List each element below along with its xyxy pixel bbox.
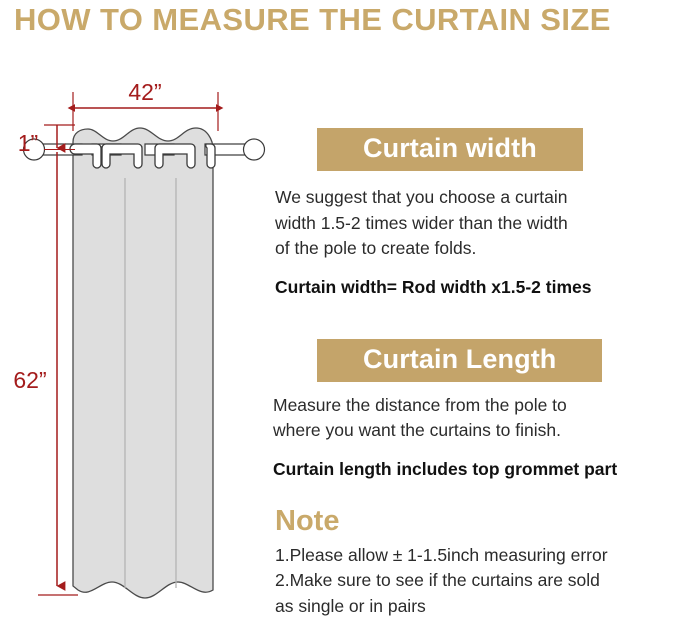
curtain-length-note-wrap: Curtain length includes top grommet part bbox=[272, 457, 679, 481]
curtain-length-body: Measure the distance from the pole to wh… bbox=[272, 393, 679, 444]
dimension-label-length: 62” bbox=[13, 367, 46, 393]
curtain-length-body-line-1: Measure the distance from the pole to bbox=[273, 394, 567, 415]
curtain-width-badge: Curtain width bbox=[317, 128, 583, 171]
note-heading: Note bbox=[275, 504, 340, 537]
curtain-width-body-line-3: of the pole to create folds. bbox=[275, 238, 477, 258]
curtain-measurement-diagram: 42” 1” 62” bbox=[0, 0, 300, 626]
dimension-label-offset: 1” bbox=[18, 130, 38, 156]
dimension-length-62: 62” bbox=[13, 152, 78, 596]
note-body: 1.Please allow ± 1-1.5inch measuring err… bbox=[272, 543, 679, 620]
curtain-length-note: Curtain length includes top grommet part bbox=[273, 458, 618, 479]
curtain-width-body-line-1: We suggest that you choose a curtain bbox=[275, 187, 568, 207]
curtain-length-body-line-2: where you want the curtains to finish. bbox=[273, 420, 561, 440]
dimension-offset-1: 1” bbox=[18, 124, 75, 156]
curtain-width-formula-wrap: Curtain width= Rod width x1.5-2 times bbox=[272, 275, 679, 299]
curtain-width-body: We suggest that you choose a curtain wid… bbox=[272, 185, 679, 262]
curtain-grommets bbox=[69, 143, 216, 169]
curtain-width-formula: Curtain width= Rod width x1.5-2 times bbox=[275, 276, 592, 297]
content-column: Curtain width We suggest that you choose… bbox=[272, 128, 679, 619]
rod-finial-right bbox=[242, 138, 266, 161]
note-line-2: 2.Make sure to see if the curtains are s… bbox=[275, 570, 600, 590]
curtain-width-badge-wrap: Curtain width bbox=[272, 128, 679, 171]
note-line-3: as single or in pairs bbox=[275, 595, 426, 616]
curtain-length-badge-wrap: Curtain Length bbox=[272, 338, 679, 382]
curtain-panel bbox=[72, 127, 214, 599]
dimension-width-42: 42” bbox=[67, 79, 224, 131]
dimension-label-width: 42” bbox=[128, 79, 161, 105]
page-title: HOW TO MEASURE THE CURTAIN SIZE bbox=[14, 2, 611, 37]
curtain-width-body-line-2: width 1.5-2 times wider than the width bbox=[275, 212, 568, 233]
note-line-1: 1.Please allow ± 1-1.5inch measuring err… bbox=[275, 544, 608, 565]
curtain-length-badge: Curtain Length bbox=[317, 338, 603, 382]
